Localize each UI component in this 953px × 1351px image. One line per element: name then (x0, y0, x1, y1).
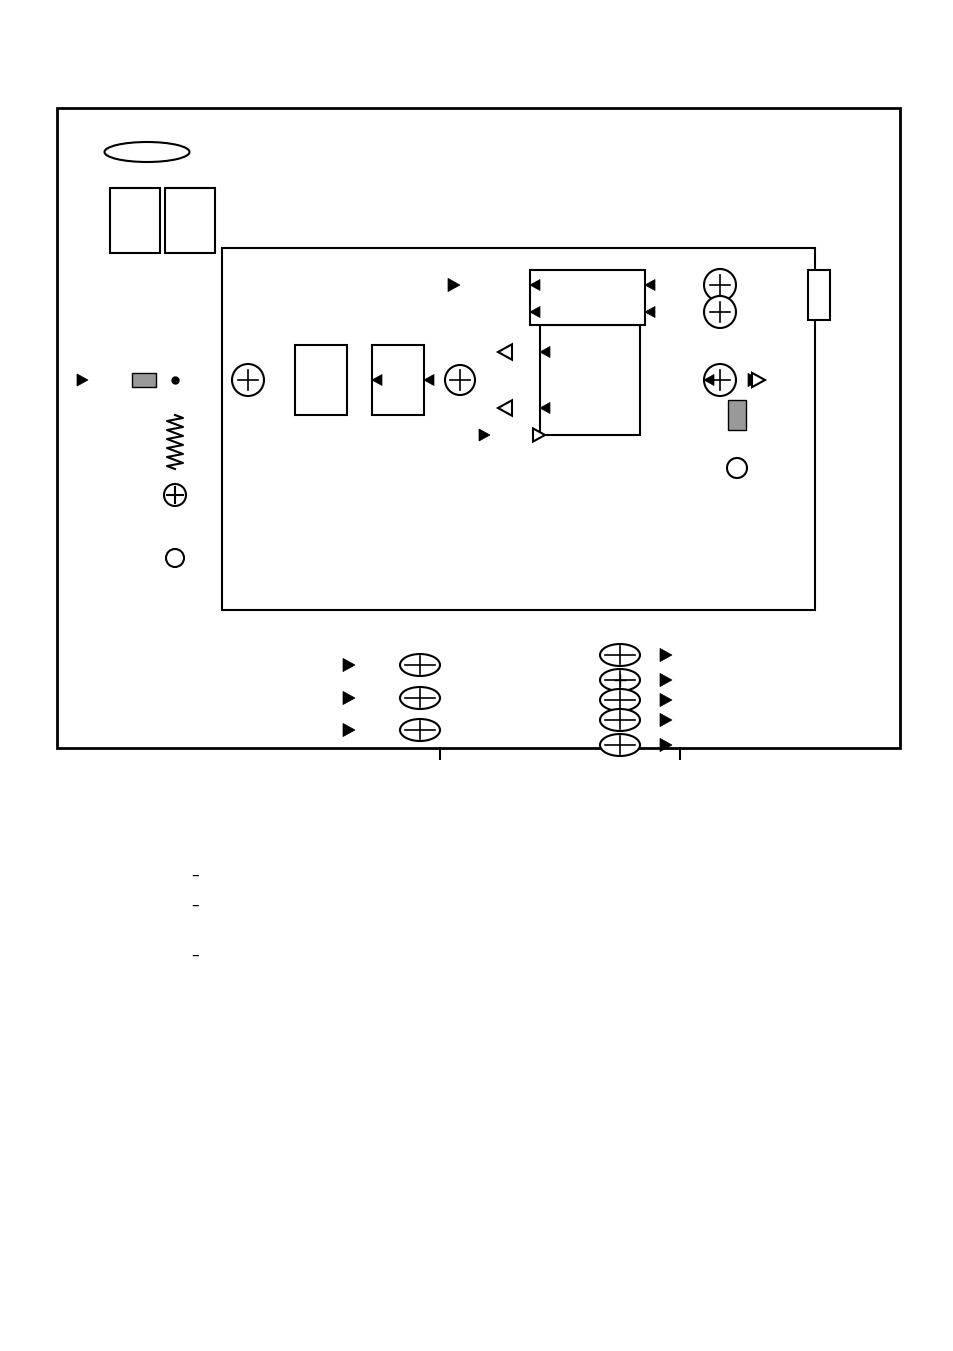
Ellipse shape (599, 734, 639, 757)
Polygon shape (77, 374, 88, 386)
Ellipse shape (399, 654, 439, 676)
Ellipse shape (599, 669, 639, 690)
Polygon shape (533, 428, 544, 442)
Circle shape (726, 458, 746, 478)
Ellipse shape (599, 689, 639, 711)
Bar (132, 373, 156, 386)
Text: –: – (191, 947, 198, 962)
Polygon shape (497, 400, 512, 416)
Polygon shape (497, 345, 512, 359)
Circle shape (703, 269, 735, 301)
Bar (165, 188, 214, 253)
Bar (530, 270, 644, 326)
Polygon shape (530, 307, 539, 317)
Bar (727, 400, 745, 430)
Polygon shape (644, 280, 655, 290)
Polygon shape (659, 648, 671, 662)
Bar (807, 270, 829, 320)
Circle shape (703, 296, 735, 328)
Circle shape (166, 549, 184, 567)
Text: –: – (191, 897, 198, 912)
Text: –: – (191, 867, 198, 882)
Polygon shape (539, 346, 550, 358)
Polygon shape (659, 713, 671, 727)
Polygon shape (747, 373, 760, 386)
Ellipse shape (399, 688, 439, 709)
Polygon shape (343, 692, 355, 705)
Circle shape (164, 484, 186, 507)
Circle shape (703, 363, 735, 396)
Circle shape (232, 363, 264, 396)
Polygon shape (423, 374, 434, 385)
Ellipse shape (105, 142, 190, 162)
Polygon shape (659, 739, 671, 751)
Polygon shape (343, 658, 355, 671)
Ellipse shape (399, 719, 439, 740)
Bar (372, 345, 423, 415)
Polygon shape (659, 673, 671, 686)
Ellipse shape (599, 644, 639, 666)
Polygon shape (372, 374, 381, 385)
Polygon shape (539, 403, 550, 413)
Ellipse shape (599, 709, 639, 731)
Bar (57, 108, 899, 748)
Bar (539, 326, 639, 435)
Polygon shape (530, 280, 539, 290)
Circle shape (444, 365, 475, 394)
Polygon shape (751, 373, 764, 388)
Polygon shape (644, 307, 655, 317)
Polygon shape (343, 723, 355, 736)
Bar (222, 249, 814, 611)
Bar (294, 345, 347, 415)
Polygon shape (478, 430, 490, 440)
Polygon shape (703, 374, 713, 385)
Polygon shape (448, 278, 459, 292)
Bar (110, 188, 160, 253)
Polygon shape (659, 693, 671, 707)
